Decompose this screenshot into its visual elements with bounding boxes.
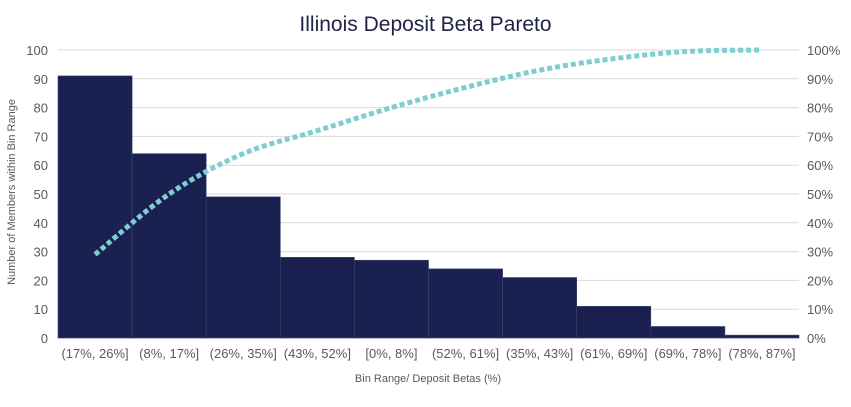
y-axis-label: Number of Members within Bin Range <box>6 99 18 285</box>
bar <box>502 277 578 339</box>
x-tick-label: (69%, 78%] <box>654 346 721 361</box>
y-tick-label: 50 <box>34 187 48 202</box>
x-tick-label: (26%, 35%] <box>210 346 277 361</box>
x-tick-label: (61%, 69%] <box>580 346 647 361</box>
bar <box>279 257 355 339</box>
y-tick-label: 70 <box>34 129 48 144</box>
y2-tick-label: 60% <box>807 158 833 173</box>
y-tick-label: 90 <box>34 72 48 87</box>
y-tick-label: 30 <box>34 245 48 260</box>
bar <box>354 259 429 339</box>
y-tick-label: 0 <box>41 331 48 346</box>
bar <box>650 326 726 339</box>
cumulative-percent-line <box>93 47 762 257</box>
bar <box>57 75 133 339</box>
y-tick-label: 20 <box>34 273 48 288</box>
x-tick-label: (8%, 17%] <box>139 346 199 361</box>
y2-tick-label: 100% <box>807 43 841 58</box>
y-tick-label: 60 <box>34 158 48 173</box>
y2-tick-label: 30% <box>807 245 833 260</box>
y2-tick-label: 90% <box>807 72 833 87</box>
bar <box>724 334 800 339</box>
y-tick-label: 100 <box>26 43 48 58</box>
x-axis-label: Bin Range/ Deposit Betas (%) <box>355 373 501 385</box>
y2-tick-label: 10% <box>807 302 833 317</box>
chart-title: Illinois Deposit Beta Pareto <box>299 13 552 36</box>
y2-tick-label: 50% <box>807 187 833 202</box>
x-tick-label: (17%, 26%] <box>61 346 128 361</box>
y-axis-ticks: 0 10 20 30 40 50 60 70 80 90 100 <box>26 43 48 346</box>
x-axis-ticks: (17%, 26%] (8%, 17%] (26%, 35%] (43%, 52%] [… <box>61 346 795 361</box>
y-tick-label: 80 <box>34 101 48 116</box>
y-tick-label: 40 <box>34 216 48 231</box>
y2-tick-label: 20% <box>807 273 833 288</box>
y2-tick-label: 70% <box>807 129 833 144</box>
y2-tick-label: 40% <box>807 216 833 231</box>
bars <box>57 75 800 339</box>
y2-tick-label: 0% <box>807 331 826 346</box>
x-tick-label: (78%, 87%] <box>728 346 795 361</box>
x-tick-label: [0%, 8%] <box>365 346 417 361</box>
y2-tick-label: 80% <box>807 101 833 116</box>
bar <box>428 268 503 339</box>
cumulative-line <box>93 47 762 257</box>
x-tick-label: (35%, 43%] <box>506 346 573 361</box>
bar <box>576 306 652 339</box>
bar <box>131 153 207 339</box>
y2-axis-ticks: 0% 10% 20% 30% 40% 50% 60% 70% 80% 90% 100% <box>807 43 841 346</box>
bar <box>205 196 281 339</box>
x-tick-label: (43%, 52%] <box>284 346 351 361</box>
x-tick-label: (52%, 61%] <box>432 346 499 361</box>
y-tick-label: 10 <box>34 302 48 317</box>
